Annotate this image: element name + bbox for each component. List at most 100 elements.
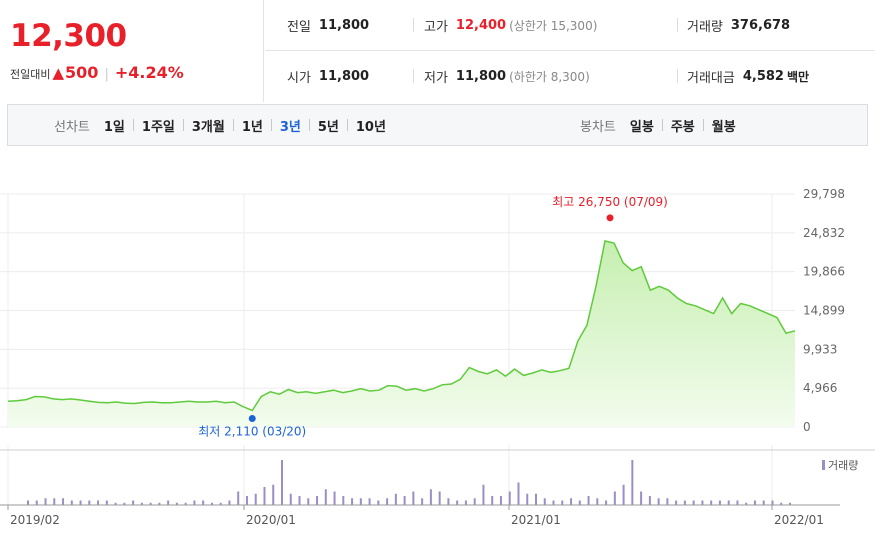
x-tick-label: 2021/01 <box>511 513 561 527</box>
volume-bar <box>272 484 275 505</box>
tab-daily-candle[interactable]: 일봉 <box>629 119 654 135</box>
y-tick-label: 0 <box>803 420 811 434</box>
divider: | <box>104 67 109 82</box>
volume-bar <box>657 498 660 505</box>
volume-bar <box>333 491 336 505</box>
volume-bar <box>351 498 354 505</box>
volume-bar <box>394 493 397 505</box>
tab-monthly-candle[interactable]: 월봉 <box>711 119 736 135</box>
tab-3month[interactable]: 3개월 <box>191 119 225 135</box>
x-tick-label: 2022/01 <box>774 513 824 527</box>
low-label: 저가 <box>424 71 448 86</box>
chart-period-tabs: 선차트 1일 1주일 3개월 1년 3년 5년 10년 봉차트 일봉 주봉 월봉 <box>7 104 868 146</box>
y-tick-label: 9,933 <box>803 342 837 356</box>
upper-limit: (상한가 15,300) <box>509 19 598 33</box>
volume-bar <box>210 502 213 505</box>
volume-bar <box>342 496 345 505</box>
price-area <box>8 240 795 427</box>
y-tick-label: 29,798 <box>803 187 845 201</box>
trade-amount-unit: 백만 <box>786 70 810 84</box>
volume-bar <box>683 500 686 505</box>
tab-5year[interactable]: 5년 <box>317 119 339 135</box>
tab-weekly-candle[interactable]: 주봉 <box>670 119 695 135</box>
volume-bar <box>648 496 651 505</box>
line-chart-label: 선차트 <box>54 119 90 135</box>
volume-bar <box>666 498 669 505</box>
trade-amount: 거래대금 4,582 백만 <box>687 51 809 102</box>
tab-1week[interactable]: 1주일 <box>141 119 175 135</box>
volume-bar <box>62 498 65 505</box>
volume-bar <box>491 496 494 505</box>
info-row-1: 전일 11,800 고가 12,400 (상한가 15,300) 거래량 376… <box>265 0 875 51</box>
volume-bar <box>631 460 634 505</box>
volume-bar <box>35 500 38 505</box>
min-point-marker <box>248 415 256 423</box>
volume-bar <box>316 496 319 505</box>
volume-bar <box>526 493 529 505</box>
volume-bar <box>123 502 126 505</box>
divider <box>677 18 678 32</box>
line-chart-tabs: 선차트 1일 1주일 3개월 1년 3년 5년 10년 <box>54 105 386 145</box>
tab-10year[interactable]: 10년 <box>355 119 386 135</box>
volume-bar <box>298 496 301 505</box>
tab-1year[interactable]: 1년 <box>241 119 263 135</box>
volume-bar <box>254 493 257 505</box>
volume-bar <box>753 500 756 505</box>
volume-bar <box>736 500 739 505</box>
volume-bar <box>499 496 502 505</box>
volume-bar <box>718 500 721 505</box>
change-amount: 500 <box>65 63 99 82</box>
divider <box>232 119 234 131</box>
volume-bar <box>403 496 406 505</box>
low-value: 11,800 <box>455 69 507 84</box>
volume-label: 거래량 <box>687 20 723 35</box>
volume-bar <box>640 491 643 505</box>
volume-bar <box>70 500 73 505</box>
volume-bar <box>307 498 310 505</box>
volume-bar <box>578 500 581 505</box>
volume-bar <box>587 496 590 505</box>
quote-header: 12,300 전일대비 ▲ 500 | +4.24% 전일 11,800 고가 … <box>0 0 875 102</box>
volume-bar <box>692 500 695 505</box>
current-price-box: 12,300 전일대비 ▲ 500 | +4.24% <box>0 0 264 102</box>
current-price: 12,300 <box>10 18 127 54</box>
prev-close-value: 11,800 <box>318 18 370 33</box>
volume-bar <box>456 500 459 505</box>
volume-bar <box>53 498 56 505</box>
min-annotation: 최저 2,110 (03/20) <box>198 425 306 439</box>
open-value: 11,800 <box>318 69 370 84</box>
y-tick-label: 4,966 <box>803 381 837 395</box>
volume-value: 376,678 <box>730 18 791 33</box>
tab-3year[interactable]: 3년 <box>279 119 301 135</box>
volume-bar <box>289 493 292 505</box>
max-point-marker <box>606 214 614 222</box>
volume-bar <box>789 502 791 505</box>
volume-bar <box>701 500 704 505</box>
volume-bar <box>158 502 161 505</box>
divider <box>677 69 678 83</box>
volume-bar <box>438 491 441 505</box>
divider <box>346 119 348 131</box>
volume-bar <box>535 493 537 505</box>
volume-bar <box>762 500 765 505</box>
volume-bar <box>771 500 774 505</box>
volume-bar <box>421 498 424 505</box>
y-tick-label: 19,866 <box>803 265 845 279</box>
change-percent: +4.24% <box>114 63 184 82</box>
volume-bar <box>263 487 266 505</box>
volume-bar <box>473 498 476 505</box>
volume-bar <box>447 498 450 505</box>
tab-1day[interactable]: 1일 <box>103 119 125 135</box>
volume-bar <box>710 500 713 505</box>
info-row-2: 시가 11,800 저가 11,800 (하한가 8,300) 거래대금 4,5… <box>265 51 875 102</box>
y-tick-label: 14,899 <box>803 304 845 318</box>
y-tick-label: 24,832 <box>803 226 845 240</box>
volume-bar <box>184 502 187 505</box>
price-line <box>7 239 796 412</box>
volume-bar <box>517 482 520 505</box>
price-chart: 최고 26,750 (07/09) 최저 2,110 (03/20) 29,798… <box>0 150 875 535</box>
volume-bar <box>613 491 616 505</box>
volume-bar <box>412 491 415 505</box>
volume-bar <box>324 489 327 505</box>
divider <box>270 119 272 131</box>
